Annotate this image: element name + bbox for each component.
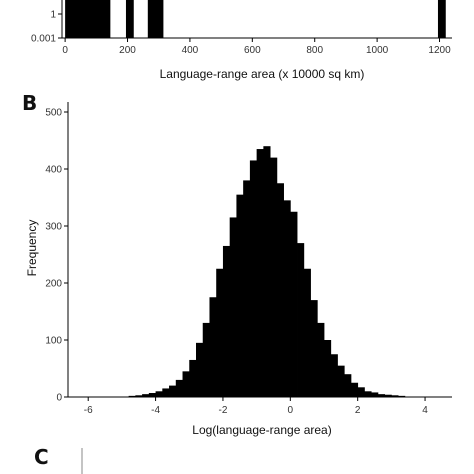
- panel-b-bar: [155, 391, 163, 397]
- panel-b-x-tick-label: 4: [422, 405, 428, 416]
- panel-b-bar: [169, 385, 177, 397]
- panel-b-bar: [128, 395, 136, 397]
- panel-b-bar: [135, 395, 143, 397]
- panel-b-bar: [310, 300, 318, 397]
- panel-a-x-tick-label: 0: [62, 45, 68, 56]
- panel-b-bar: [148, 393, 156, 397]
- panel-b-bar: [270, 157, 278, 397]
- panel-b-bar: [263, 146, 271, 397]
- panel-a-bar: [65, 0, 111, 38]
- panel-a-x-tick-label: 1200: [428, 45, 451, 56]
- panel-b-x-tick-label: -2: [218, 405, 227, 416]
- panel-a-y-ticks: 0.001 1: [31, 10, 62, 45]
- panel-a-bar: [147, 0, 164, 38]
- panel-b-bar: [391, 395, 399, 397]
- panel-b-bar: [364, 391, 372, 397]
- panel-b-y-tick-label: 400: [45, 165, 62, 176]
- panel-a-bar: [125, 0, 134, 38]
- panel-b-bar: [344, 374, 352, 397]
- panel-b-bar: [222, 245, 231, 397]
- panel-b-bar: [162, 388, 170, 397]
- panel-b-bar: [384, 394, 392, 397]
- panel-b-bar: [196, 342, 204, 397]
- panel-a-y-tick-label: 0.001: [31, 34, 56, 45]
- panel-c-label: C: [34, 445, 49, 469]
- panel-b-bar: [398, 395, 406, 397]
- panel-b-bar: [142, 394, 150, 397]
- panel-b-y-ticks: 0 100 200 300 400 500: [45, 108, 68, 404]
- panel-b-bar: [330, 354, 338, 397]
- panel-a-x-tick-label: 1000: [366, 45, 389, 56]
- panel-b-bars: [128, 146, 406, 397]
- panel-b-bar: [189, 359, 197, 397]
- panel-a-x-tick-label: 600: [244, 45, 261, 56]
- panel-b-bar: [216, 268, 224, 397]
- panel-a-x-tick-label: 800: [306, 45, 323, 56]
- panel-b-bar: [324, 340, 332, 397]
- panel-b-x-tick-label: 2: [355, 405, 361, 416]
- panel-b-bar: [377, 394, 386, 397]
- panel-b-bar: [350, 382, 359, 397]
- panel-b-bar: [337, 365, 345, 397]
- panel-b-x-tick-label: -4: [151, 405, 160, 416]
- panel-b-x-axis-label: Log(language-range area): [192, 423, 331, 437]
- panel-b-bar: [236, 194, 244, 397]
- panel-b-bar: [175, 379, 183, 397]
- panel-b-y-tick-label: 100: [45, 336, 62, 347]
- panel-b-label: B: [22, 91, 37, 115]
- panel-b-bar: [249, 160, 258, 397]
- panel-b-bar: [371, 392, 379, 397]
- panel-b-bar: [317, 322, 325, 397]
- panel-a-bars: [65, 0, 446, 38]
- panel-a-x-tick-label: 400: [182, 45, 199, 56]
- panel-b-bar: [276, 183, 284, 397]
- panel-a-y-tick-label: 1: [50, 10, 56, 21]
- panel-b-y-tick-label: 0: [56, 393, 62, 404]
- panel-a-x-tick-label: 200: [119, 45, 136, 56]
- panel-b-bar: [229, 217, 237, 397]
- panel-b-bar: [202, 322, 210, 397]
- panel-b-y-tick-label: 300: [45, 222, 62, 233]
- panel-b-bar: [182, 371, 190, 397]
- panel-b-bar: [243, 180, 251, 397]
- panel-a-x-ticks: 0 200 400 600 800 1000 1200: [62, 38, 451, 56]
- panel-b-bar: [303, 268, 311, 397]
- panel-a-bar: [437, 0, 446, 38]
- panel-b-x-tick-label: 0: [288, 405, 294, 416]
- panel-b-y-tick-label: 500: [45, 108, 62, 119]
- panel-b-x-ticks: -6 -4 -2 0 2 4: [84, 397, 428, 416]
- panel-a-x-axis-label: Language-range area (x 10000 sq km): [160, 67, 365, 81]
- panel-b-y-tick-label: 200: [45, 279, 62, 290]
- panel-b-bar: [357, 387, 365, 397]
- panel-a-chart: 0.001 1 0 200 400 600 800 1000 1200 Language-ra…: [31, 0, 452, 81]
- panel-b-y-axis-label: Frequency: [25, 220, 39, 277]
- panel-b-bar: [209, 297, 217, 397]
- panel-b-x-tick-label: -6: [84, 405, 93, 416]
- panel-b-bar: [290, 211, 298, 397]
- panel-b-bar: [283, 200, 291, 397]
- panel-b-bar: [297, 243, 305, 397]
- panel-b-bar: [256, 149, 264, 397]
- panel-b-chart: 0 100 200 300 400 500 -6 -4 -2 0 2 4 Frequency Log…: [25, 102, 452, 437]
